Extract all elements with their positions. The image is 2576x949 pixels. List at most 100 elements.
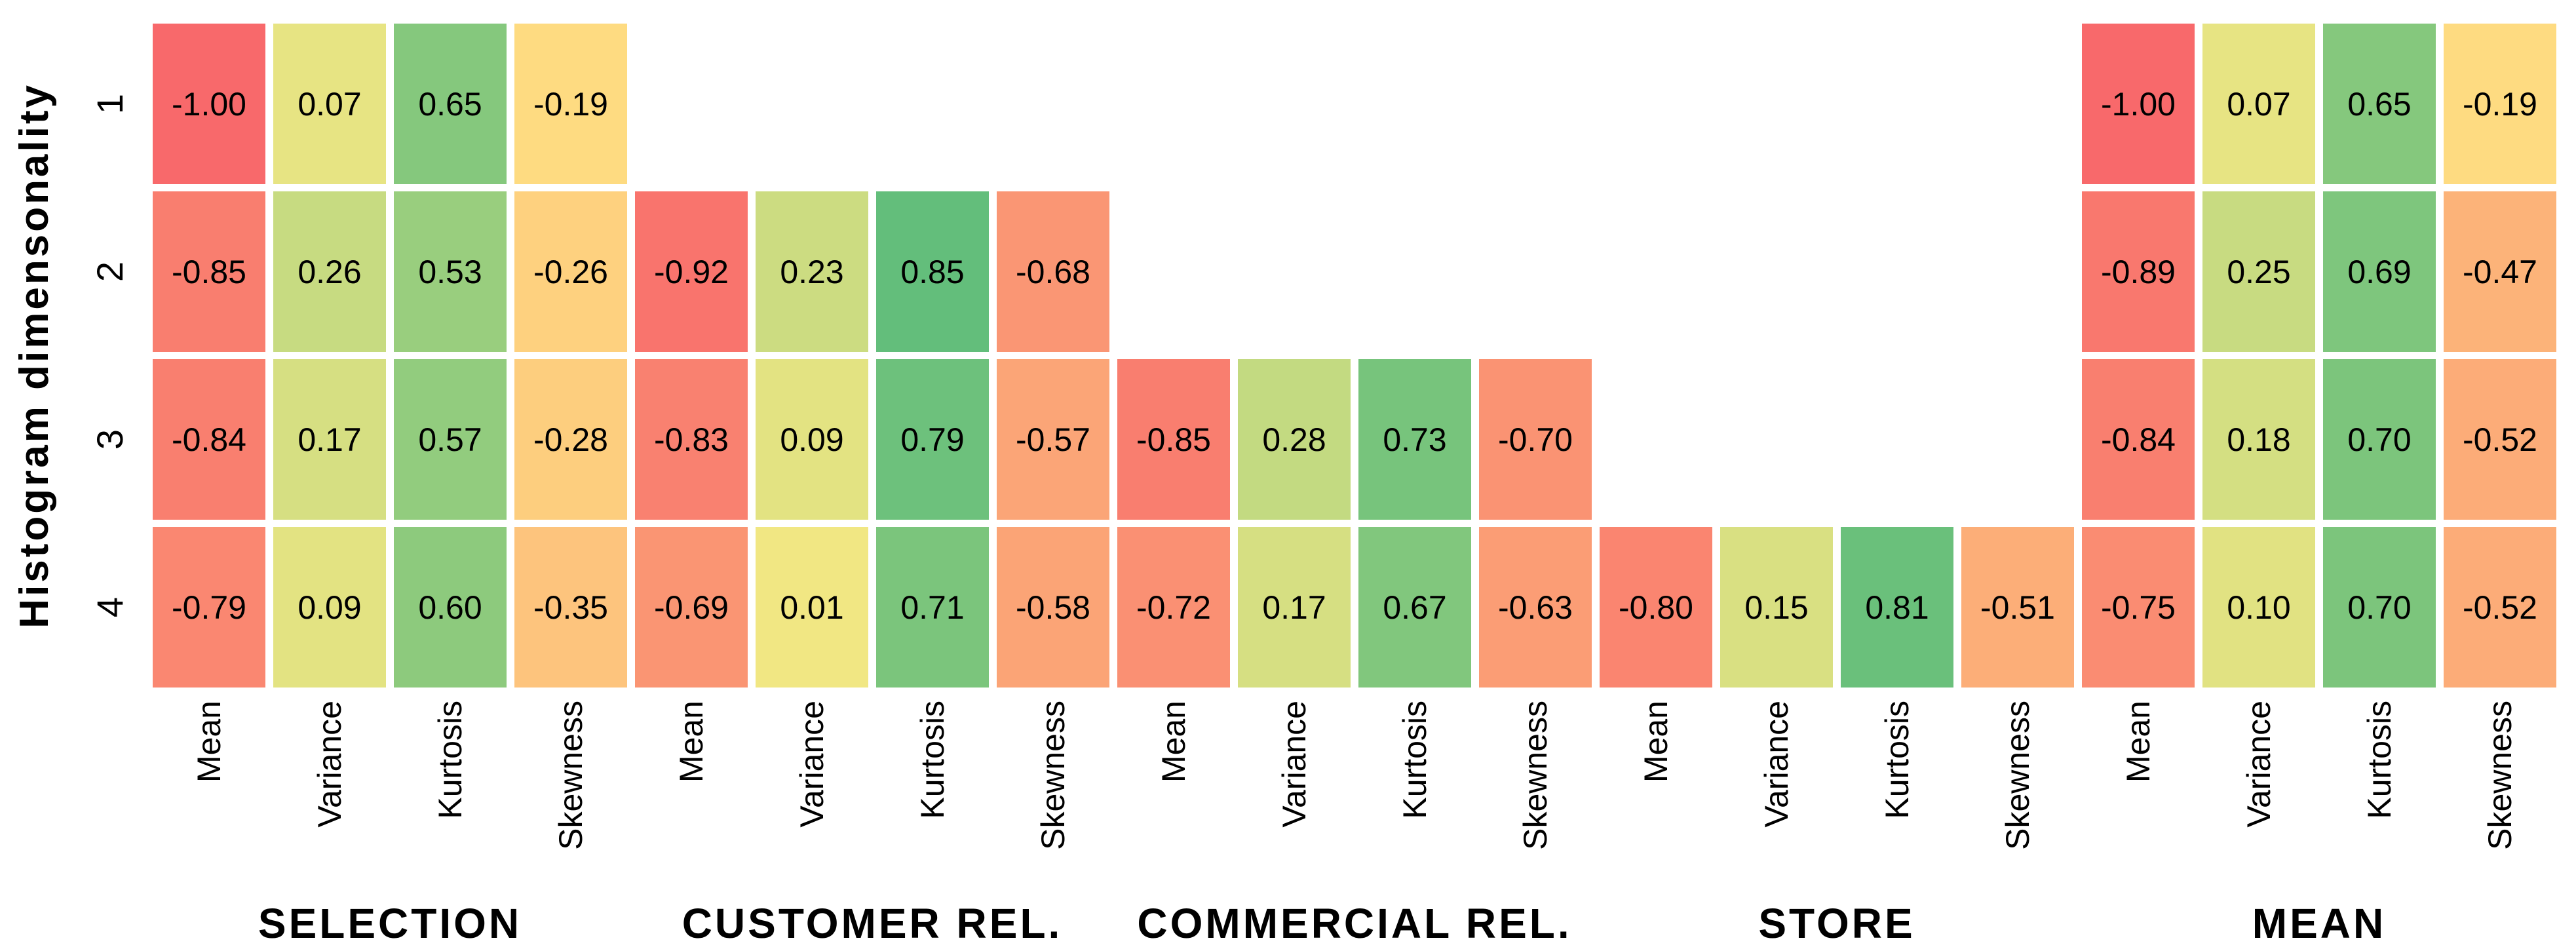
heatmap-cell: -0.19 [514,24,627,184]
heatmap-cell: -0.26 [514,191,627,352]
x-tick-label: Variance [273,701,386,904]
x-tick-text: Variance [794,701,830,828]
heatmap-cell: -0.80 [1600,527,1712,688]
heatmap-cell: 0.65 [2323,24,2436,184]
heatmap-cell: 0.09 [756,359,868,520]
heatmap-cell: -0.72 [1117,527,1230,688]
heatmap-cell: 0.85 [876,191,989,352]
heatmap-cell: 0.07 [2202,24,2315,184]
x-tick-text: Kurtosis [1396,701,1433,819]
x-tick-label: Kurtosis [876,701,989,904]
heatmap-cell: -0.47 [2444,191,2556,352]
y-axis-title-container: Histogram dimensonality [5,24,64,688]
y-tick-label: 1 [84,24,136,184]
x-tick-text: Skewness [1517,701,1554,850]
heatmap-cell: -0.75 [2082,527,2195,688]
x-tick-text: Kurtosis [432,701,469,819]
heatmap-cell: -0.28 [514,359,627,520]
y-tick-text: 3 [89,429,130,450]
x-tick-text: Kurtosis [2361,701,2398,819]
heatmap-cell: 0.53 [394,191,507,352]
x-tick-label: Skewness [997,701,1109,904]
heatmap-cell: 0.71 [876,527,989,688]
heatmap-cell: 0.17 [1238,527,1351,688]
heatmap-cell: 0.01 [756,527,868,688]
y-tick-label: 2 [84,191,136,352]
heatmap-cell: -0.51 [1961,527,2074,688]
heatmap-cell: -0.68 [997,191,1109,352]
heatmap-cell: 0.70 [2323,359,2436,520]
x-tick-label: Mean [1600,701,1712,904]
x-tick-text: Mean [1155,701,1192,783]
heatmap-cell: 0.79 [876,359,989,520]
group-label: CUSTOMER REL. [682,900,1063,947]
group-label: STORE [1758,900,1915,947]
heatmap-cell: -0.69 [635,527,748,688]
heatmap-cell: -0.92 [635,191,748,352]
heatmap-cell: 0.57 [394,359,507,520]
x-tick-text: Mean [673,701,710,783]
x-tick-text: Variance [311,701,348,828]
x-tick-text: Skewness [2482,701,2518,850]
x-tick-label: Kurtosis [1358,701,1471,904]
heatmap-cell: -0.52 [2444,359,2556,520]
y-tick-label: 4 [84,527,136,688]
heatmap-cell: 0.18 [2202,359,2315,520]
x-tick-text: Skewness [1999,701,2036,850]
heatmap-cell: 0.60 [394,527,507,688]
heatmap-cell: 0.65 [394,24,507,184]
heatmap-cell: -0.70 [1479,359,1592,520]
x-tick-text: Skewness [1035,701,1071,850]
x-tick-label: Mean [2082,701,2195,904]
heatmap-cell: 0.28 [1238,359,1351,520]
heatmap-cell: 0.23 [756,191,868,352]
group-label: MEAN [2252,900,2387,947]
x-tick-text: Kurtosis [1879,701,1915,819]
heatmap-cell: -0.52 [2444,527,2556,688]
heatmap-cell: -0.83 [635,359,748,520]
x-tick-label: Mean [635,701,748,904]
x-tick-label: Skewness [1479,701,1592,904]
x-tick-label: Skewness [2444,701,2556,904]
heatmap-cell: -0.89 [2082,191,2195,352]
heatmap-cell: 0.09 [273,527,386,688]
heatmap-cell: 0.70 [2323,527,2436,688]
x-tick-label: Variance [1720,701,1833,904]
heatmap-cell: 0.67 [1358,527,1471,688]
heatmap-cell: -1.00 [2082,24,2195,184]
heatmap-cell: -0.35 [514,527,627,688]
y-axis-title: Histogram dimensonality [12,83,57,629]
x-tick-label: Skewness [1961,701,2074,904]
heatmap-cell: 0.07 [273,24,386,184]
group-label: SELECTION [258,900,522,947]
heatmap-cell: -0.19 [2444,24,2556,184]
x-tick-label: Variance [2202,701,2315,904]
heatmap-cell: 0.17 [273,359,386,520]
x-tick-label: Skewness [514,701,627,904]
x-tick-text: Variance [1758,701,1795,828]
y-tick-label: 3 [84,359,136,520]
x-tick-label: Variance [756,701,868,904]
y-tick-text: 1 [89,93,130,115]
y-tick-text: 4 [89,596,130,618]
x-tick-text: Kurtosis [914,701,951,819]
x-tick-label: Variance [1238,701,1351,904]
heatmap-cell: -0.84 [153,359,265,520]
heatmap-cell: 0.25 [2202,191,2315,352]
x-tick-text: Variance [1276,701,1313,828]
heatmap-cell: -0.57 [997,359,1109,520]
x-tick-text: Skewness [552,701,589,850]
heatmap-cell: 0.15 [1720,527,1833,688]
y-tick-text: 2 [89,261,130,282]
heatmap-cell: 0.73 [1358,359,1471,520]
heatmap-cell: -0.58 [997,527,1109,688]
heatmap-cell: -0.85 [153,191,265,352]
heatmap-cell: -0.79 [153,527,265,688]
heatmap-cell: 0.26 [273,191,386,352]
heatmap-cell: -0.63 [1479,527,1592,688]
heatmap-cell: -1.00 [153,24,265,184]
x-tick-label: Kurtosis [394,701,507,904]
group-label: COMMERCIAL REL. [1137,900,1572,947]
heatmap-cell: -0.85 [1117,359,1230,520]
x-tick-label: Mean [1117,701,1230,904]
